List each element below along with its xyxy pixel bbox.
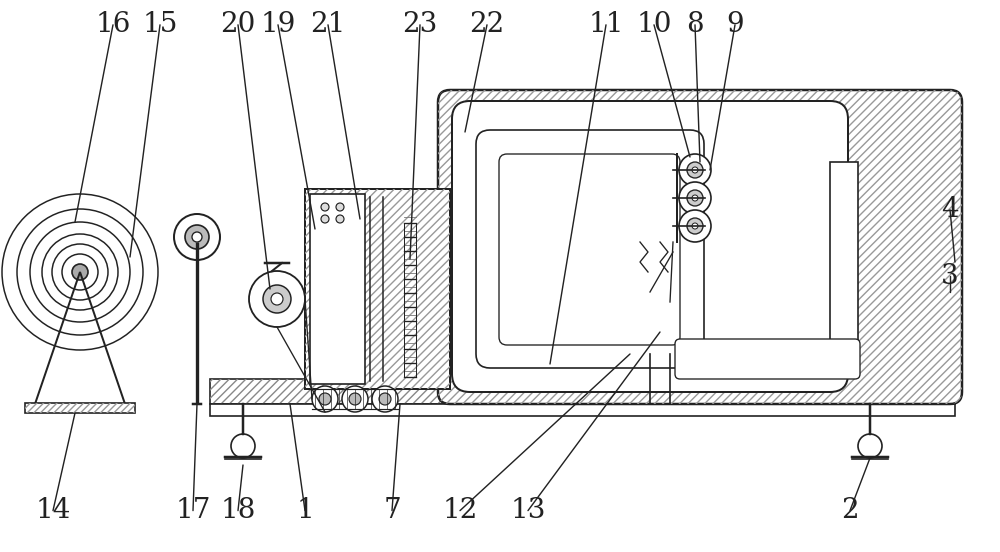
Bar [830,162,858,352]
Text: 23: 23 [402,12,438,38]
Bar [310,194,365,384]
Circle shape [372,386,398,412]
Text: 20: 20 [220,12,256,38]
Circle shape [379,393,391,405]
Text: 22: 22 [469,12,505,38]
Text: 16: 16 [95,12,131,38]
FancyBboxPatch shape [438,90,962,404]
FancyBboxPatch shape [675,339,860,379]
Circle shape [687,162,703,178]
Text: 19: 19 [260,12,296,38]
Bar [305,189,450,389]
Bar [25,403,135,413]
FancyBboxPatch shape [452,101,848,392]
Text: 12: 12 [442,497,478,524]
Circle shape [858,434,882,458]
Circle shape [312,386,338,412]
Circle shape [336,203,344,211]
Text: 14: 14 [35,497,71,524]
Text: 1: 1 [296,497,314,524]
Circle shape [692,167,698,173]
Circle shape [319,393,331,405]
Text: 3: 3 [941,263,959,289]
Text: 2: 2 [841,497,859,524]
Text: 15: 15 [142,12,178,38]
FancyBboxPatch shape [476,130,704,368]
Circle shape [687,190,703,206]
Text: 11: 11 [588,12,624,38]
Circle shape [679,182,711,214]
Text: 13: 13 [510,497,546,524]
Text: 21: 21 [310,12,346,38]
Circle shape [185,225,209,249]
Text: 9: 9 [726,12,744,38]
Text: 8: 8 [686,12,704,38]
Circle shape [336,215,344,223]
Circle shape [692,195,698,201]
Circle shape [249,271,305,327]
Circle shape [72,264,88,280]
Bar [25,403,135,413]
Circle shape [342,386,368,412]
Circle shape [192,232,202,242]
Bar [305,189,450,389]
Circle shape [679,154,711,186]
Circle shape [271,293,283,305]
Circle shape [692,223,698,229]
Text: 7: 7 [383,497,401,524]
Circle shape [174,214,220,260]
Text: 17: 17 [175,497,211,524]
Circle shape [679,210,711,242]
Text: 10: 10 [636,12,672,38]
Bar [210,379,955,404]
Text: 18: 18 [220,497,256,524]
Bar [210,379,955,404]
Circle shape [687,218,703,234]
Circle shape [321,215,329,223]
Circle shape [263,285,291,313]
Circle shape [321,203,329,211]
Bar [210,404,955,416]
Circle shape [231,434,255,458]
FancyBboxPatch shape [499,154,680,345]
Text: 4: 4 [941,197,959,223]
Circle shape [349,393,361,405]
